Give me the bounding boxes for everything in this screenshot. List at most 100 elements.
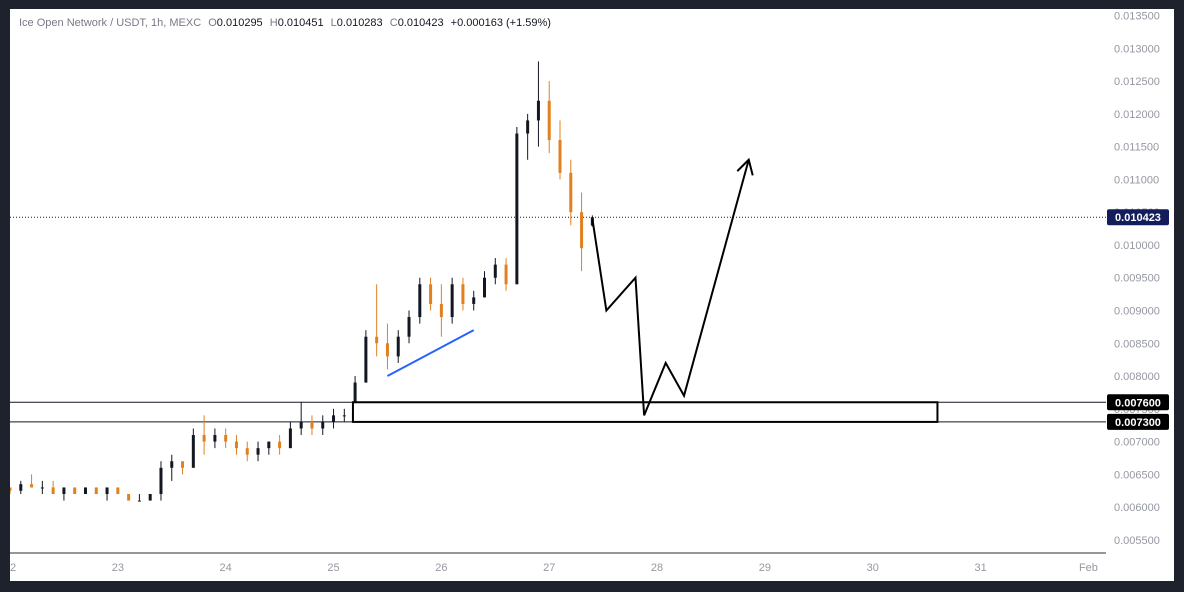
candle-body (170, 461, 174, 468)
candle-body (558, 140, 562, 173)
price-tick-label: 0.008000 (1114, 371, 1160, 383)
time-tick-label: 27 (543, 562, 555, 574)
close-value: 0.010423 (397, 17, 444, 29)
candle-body (30, 484, 34, 488)
candle-body (536, 100, 540, 121)
candle-body (472, 297, 476, 304)
candle-body (10, 487, 12, 491)
candle-body (569, 172, 573, 213)
candles (10, 61, 594, 502)
candle-body (407, 317, 411, 337)
low-value: 0.010283 (336, 17, 383, 29)
low-key: L (330, 17, 337, 29)
candle-body (515, 133, 519, 285)
symbol-title: Ice Open Network / USDT, 1h, MEXC (19, 17, 202, 29)
price-tick-label: 0.009500 (1114, 273, 1160, 285)
blue-trendline (386, 329, 475, 377)
candle-body (353, 382, 357, 416)
candle-body (159, 467, 163, 495)
chart-frame[interactable]: 0.013500 0.013000 0.012500 0.012000 0.011500… (10, 9, 1174, 581)
candle-body (116, 487, 120, 495)
price-label: 0.007300 (1107, 413, 1169, 430)
price-tick-label: 0.013500 (1114, 11, 1160, 23)
price-tick-label: 0.010000 (1114, 240, 1160, 252)
open-value: 0.010295 (216, 17, 263, 29)
candle-body (580, 212, 584, 249)
candle-body (332, 415, 336, 422)
change-value: +0.000163 (+1.59%) (450, 17, 551, 29)
price-label-text: 0.007300 (1115, 417, 1161, 429)
candle-body (245, 448, 249, 455)
time-tick-label: Feb (1079, 562, 1098, 574)
candle-body (526, 120, 530, 134)
price-tick-label: 0.007000 (1114, 437, 1160, 449)
time-tick-label: 28 (651, 562, 663, 574)
candle-body (375, 336, 379, 344)
candle-body (342, 415, 346, 417)
candle-body (51, 487, 55, 495)
candle-body (94, 487, 98, 495)
candle-body (234, 441, 238, 449)
candle-body (504, 264, 508, 285)
candle-body (321, 421, 325, 429)
price-tick-label: 0.013000 (1114, 43, 1160, 55)
candle-body (267, 441, 271, 449)
candle-body (213, 435, 217, 442)
high-key: H (269, 17, 278, 29)
time-tick-label: 30 (867, 562, 879, 574)
candle-body (547, 100, 551, 141)
candle-body (493, 264, 497, 278)
price-label: 0.007600 (1107, 394, 1169, 411)
candle-body (364, 336, 368, 383)
time-tick-label: 25 (327, 562, 339, 574)
candle-body (310, 421, 314, 429)
candle-body (418, 284, 422, 318)
drawings (386, 157, 754, 416)
price-tick-label: 0.011500 (1114, 142, 1159, 154)
price-tick-label: 0.006000 (1114, 502, 1160, 514)
time-tick-label: 29 (759, 562, 771, 574)
candle-body (256, 448, 260, 455)
candle-body (73, 487, 77, 495)
candle-body (483, 277, 487, 298)
candle-body (450, 284, 454, 318)
time-tick-label: 26 (435, 562, 447, 574)
price-label: 0.010423 (1107, 209, 1169, 226)
time-tick-label: 23 (112, 562, 124, 574)
price-tick-label: 0.006500 (1114, 469, 1160, 481)
price-tick-label: 0.005500 (1114, 535, 1160, 547)
price-label-bg (1107, 413, 1169, 430)
price-label-text: 0.007600 (1115, 397, 1161, 409)
price-label-text: 0.010423 (1115, 212, 1161, 224)
time-tick-label: 24 (220, 562, 232, 574)
candle-body (278, 441, 282, 449)
price-tick-label: 0.011000 (1114, 174, 1159, 186)
candle-body (385, 343, 389, 357)
time-axis: 22 23 24 25 26 27 28 29 30 31 Feb (10, 562, 1098, 574)
candle-body (396, 336, 400, 357)
candle-body (288, 428, 292, 449)
candle-body (19, 484, 23, 491)
candle-body (461, 284, 465, 304)
candle-body (299, 421, 303, 429)
projection-path (591, 159, 750, 416)
close-key: C (389, 17, 398, 29)
price-tick-label: 0.008500 (1114, 338, 1160, 350)
candle-body (439, 303, 443, 318)
high-value: 0.010451 (277, 17, 324, 29)
candle-body (83, 487, 87, 495)
candle-body (191, 435, 195, 468)
price-tick-label: 0.009000 (1114, 305, 1160, 317)
price-label-bg (1107, 394, 1169, 411)
arrow-head-icon (736, 157, 754, 176)
chart-canvas[interactable]: 0.013500 0.013000 0.012500 0.012000 0.011500… (10, 9, 1174, 581)
candle-body (181, 461, 185, 468)
open-key: O (208, 17, 217, 29)
candle-body (148, 494, 152, 501)
price-tick-label: 0.012000 (1114, 109, 1160, 121)
price-tick-label: 0.012500 (1114, 76, 1160, 88)
price-axis: 0.013500 0.013000 0.012500 0.012000 0.011500… (1114, 11, 1160, 547)
time-tick-label: 22 (10, 562, 16, 574)
candle-body (62, 487, 66, 495)
candle-body (202, 435, 206, 442)
